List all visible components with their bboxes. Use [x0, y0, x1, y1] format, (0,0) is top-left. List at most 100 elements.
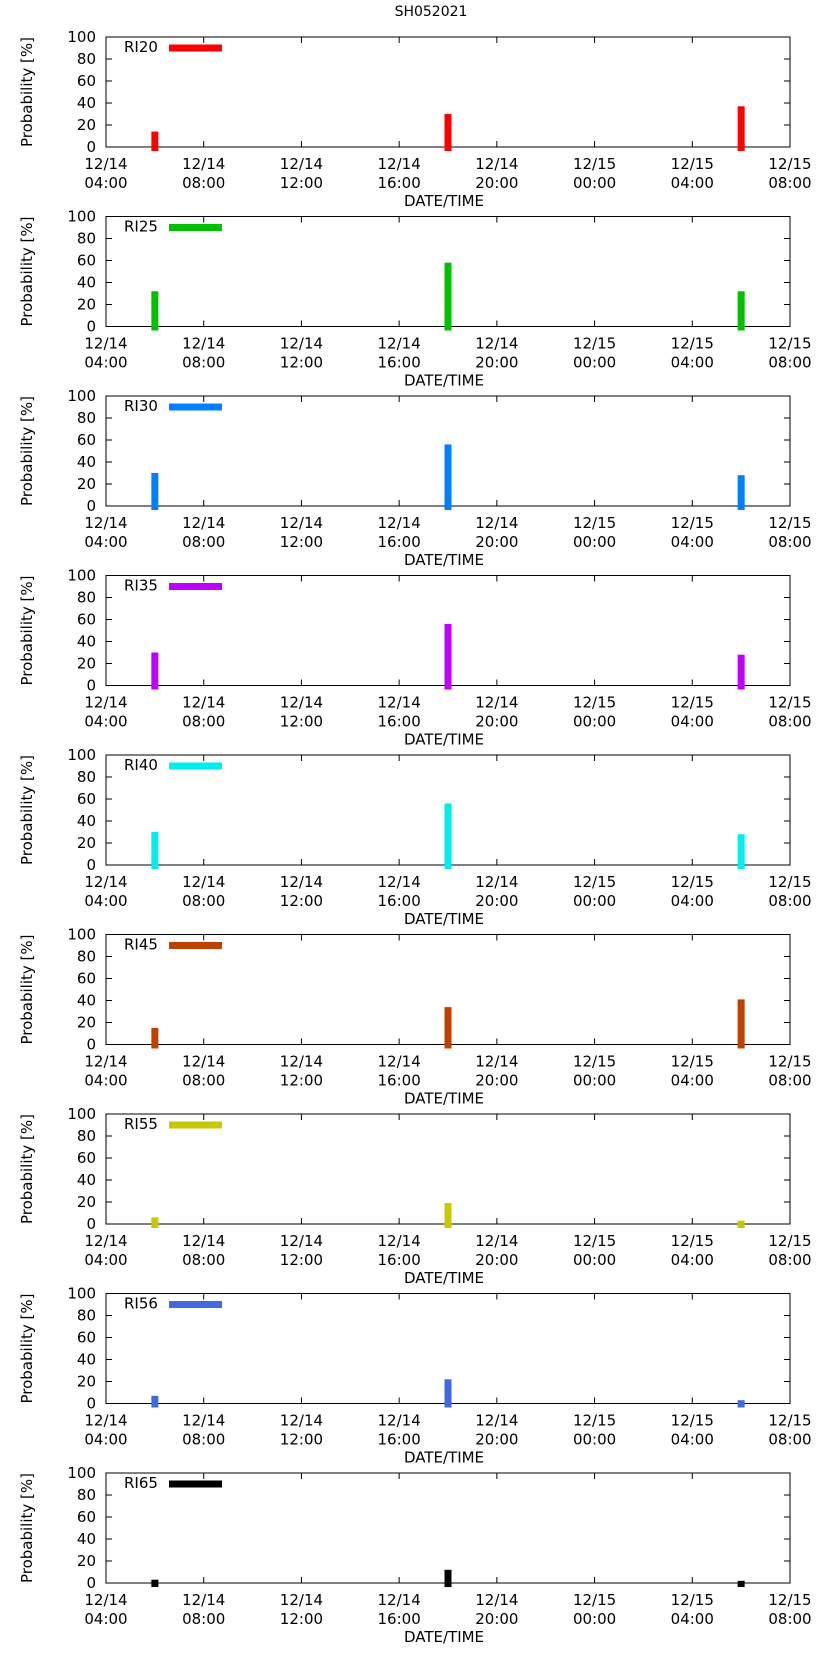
x-tick-label-time: 16:00: [378, 1431, 421, 1449]
chart-panel-ri40: 02040608010012/1404:0012/1408:0012/1412:…: [18, 746, 812, 928]
bar-ri20-2: [737, 106, 745, 151]
x-tick-label-date: 12/14: [84, 155, 127, 173]
x-tick-label-time: 12:00: [280, 354, 323, 372]
x-tick-label-date: 12/15: [573, 1232, 616, 1250]
x-tick-label-date: 12/14: [378, 1232, 421, 1250]
x-tick-label-date: 12/14: [378, 1591, 421, 1609]
x-tick-label-date: 12/14: [475, 1591, 518, 1609]
y-tick-label: 100: [67, 28, 96, 46]
x-tick-label-time: 08:00: [182, 533, 225, 551]
x-tick-label-date: 12/14: [475, 1053, 518, 1071]
x-tick-label-time: 04:00: [84, 1610, 127, 1628]
bar-ri40-0: [151, 832, 159, 869]
y-axis-title: Probability [%]: [18, 396, 36, 506]
x-tick-label-time: 20:00: [475, 1251, 518, 1269]
x-tick-label-time: 08:00: [182, 354, 225, 372]
x-tick-label-time: 04:00: [671, 1072, 714, 1090]
x-tick-label-time: 04:00: [84, 354, 127, 372]
x-tick-label-date: 12/15: [671, 1232, 714, 1250]
x-tick-label-time: 04:00: [84, 1072, 127, 1090]
x-tick-label-time: 16:00: [378, 1072, 421, 1090]
y-tick-label: 60: [77, 72, 96, 90]
x-tick-label-date: 12/14: [182, 1232, 225, 1250]
x-tick-label-date: 12/14: [475, 335, 518, 353]
x-tick-label-time: 04:00: [84, 533, 127, 551]
x-tick-label-time: 12:00: [280, 533, 323, 551]
y-tick-label: 20: [77, 296, 96, 314]
x-tick-label-time: 16:00: [378, 713, 421, 731]
bar-ri35-0: [151, 652, 159, 690]
y-tick-label: 80: [77, 409, 96, 427]
x-tick-label-date: 12/14: [182, 514, 225, 532]
x-axis-title: DATE/TIME: [404, 192, 484, 210]
x-axis-title: DATE/TIME: [404, 372, 484, 390]
x-tick-label-time: 20:00: [475, 713, 518, 731]
x-tick-label-time: 00:00: [573, 1072, 616, 1090]
x-tick-label-time: 08:00: [182, 713, 225, 731]
chart-panel-ri30: 02040608010012/1404:0012/1408:0012/1412:…: [18, 387, 812, 569]
x-axis-title: DATE/TIME: [404, 910, 484, 928]
x-tick-label-date: 12/15: [768, 1053, 811, 1071]
legend-label: RI35: [124, 577, 158, 595]
x-tick-label-date: 12/15: [573, 335, 616, 353]
x-tick-label-time: 08:00: [768, 1251, 811, 1269]
x-tick-label-time: 04:00: [84, 1251, 127, 1269]
y-tick-label: 100: [67, 567, 96, 585]
chart-panel-ri56: 02040608010012/1404:0012/1408:0012/1412:…: [18, 1285, 812, 1467]
x-tick-label-date: 12/15: [768, 155, 811, 173]
bar-ri65-1: [444, 1569, 452, 1587]
y-tick-label: 60: [77, 1329, 96, 1347]
x-tick-label-date: 12/15: [573, 1412, 616, 1430]
x-tick-label-date: 12/15: [573, 1591, 616, 1609]
chart-panel-ri35: 02040608010012/1404:0012/1408:0012/1412:…: [18, 567, 812, 749]
x-tick-label-date: 12/14: [84, 694, 127, 712]
x-tick-label-date: 12/14: [475, 514, 518, 532]
bar-ri25-1: [444, 262, 452, 331]
x-tick-label-time: 08:00: [182, 174, 225, 192]
bar-ri25-0: [151, 291, 159, 331]
bar-ri55-2: [737, 1220, 745, 1228]
y-tick-label: 100: [67, 746, 96, 764]
y-tick-label: 60: [77, 431, 96, 449]
legend-label: RI25: [124, 218, 158, 236]
x-tick-label-time: 08:00: [768, 174, 811, 192]
x-tick-label-time: 12:00: [280, 1431, 323, 1449]
x-tick-label-date: 12/14: [475, 1412, 518, 1430]
bar-ri55-1: [444, 1203, 452, 1228]
y-tick-label: 20: [77, 475, 96, 493]
x-tick-label-time: 12:00: [280, 174, 323, 192]
x-tick-label-time: 20:00: [475, 174, 518, 192]
y-tick-label: 60: [77, 611, 96, 629]
bar-ri65-0: [151, 1579, 159, 1587]
bar-ri30-1: [444, 444, 452, 510]
x-tick-label-time: 12:00: [280, 713, 323, 731]
bar-ri40-2: [737, 834, 745, 869]
y-tick-label: 40: [77, 992, 96, 1010]
x-tick-label-date: 12/14: [378, 694, 421, 712]
y-tick-label: 100: [67, 1285, 96, 1303]
y-tick-label: 60: [77, 790, 96, 808]
x-tick-label-time: 00:00: [573, 1610, 616, 1628]
x-tick-label-time: 04:00: [671, 354, 714, 372]
x-tick-label-date: 12/15: [573, 873, 616, 891]
y-tick-label: 40: [77, 633, 96, 651]
x-tick-label-date: 12/15: [573, 155, 616, 173]
x-tick-label-date: 12/14: [280, 1412, 323, 1430]
x-tick-label-date: 12/15: [671, 155, 714, 173]
bar-ri65-2: [737, 1580, 745, 1587]
y-tick-label: 20: [77, 1014, 96, 1032]
x-tick-label-time: 04:00: [671, 892, 714, 910]
y-tick-label: 20: [77, 834, 96, 852]
x-tick-label-date: 12/15: [671, 1053, 714, 1071]
x-tick-label-date: 12/14: [182, 1412, 225, 1430]
bar-ri45-2: [737, 999, 745, 1049]
x-tick-label-time: 20:00: [475, 1610, 518, 1628]
x-axis-title: DATE/TIME: [404, 1269, 484, 1287]
y-axis-title: Probability [%]: [18, 1473, 36, 1583]
x-tick-label-date: 12/14: [84, 335, 127, 353]
bar-ri56-0: [151, 1395, 159, 1408]
y-tick-label: 0: [86, 856, 96, 874]
x-tick-label-date: 12/15: [671, 514, 714, 532]
x-tick-label-time: 04:00: [671, 174, 714, 192]
x-tick-label-date: 12/14: [84, 873, 127, 891]
